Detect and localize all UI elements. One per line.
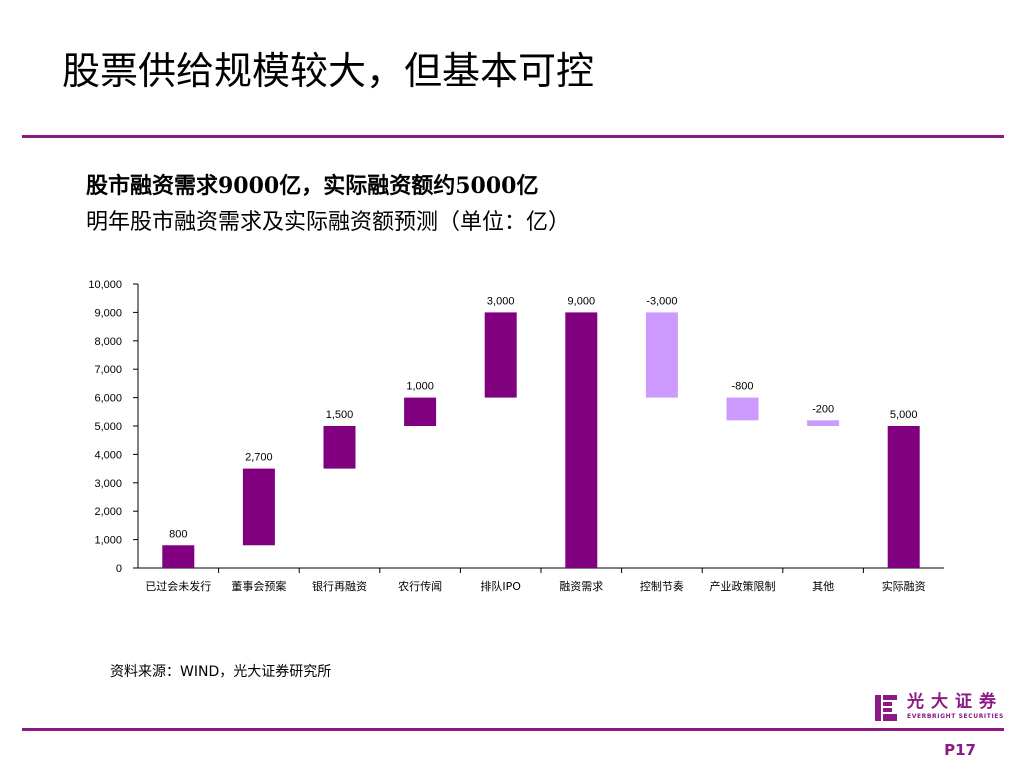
waterfall-bar [242,468,275,546]
logo-name-en: EVERBRIGHT SECURITIES [907,713,1004,720]
bottom-divider [22,728,1004,731]
bar-value-label: 2,700 [245,452,273,464]
category-label: 融资需求 [559,580,603,593]
company-logo: 光大证券 EVERBRIGHT SECURITIES [873,693,1003,723]
category-label: 银行再融资 [312,579,367,593]
slide-title: 股票供给规模较大，但基本可控 [62,49,595,93]
waterfall-bar [565,312,598,568]
y-tick-label: 4,000 [94,449,122,461]
waterfall-bar [323,426,356,469]
logo-name-cn: 光大证券 [907,692,1003,712]
category-label: 排队IPO [480,579,521,593]
source-note: 资料来源：WIND，光大证券研究所 [110,664,332,680]
category-label: 控制节奏 [640,579,684,593]
y-tick-label: 2,000 [94,506,122,518]
y-tick-label: 8,000 [94,336,122,348]
top-divider [22,135,1004,138]
waterfall-bar [887,426,920,568]
y-tick-label: 0 [116,563,122,575]
bar-value-label: 800 [169,528,187,540]
chart-headline: 股市融资需求9000亿，实际融资额约5000亿 [86,173,539,199]
y-tick-label: 3,000 [94,478,122,490]
category-label: 农行传闻 [398,579,442,593]
y-tick-label: 1,000 [94,535,122,547]
waterfall-bar [162,545,195,568]
category-label: 其他 [812,580,834,593]
waterfall-chart: 0 1,000 2,000 3,000 4,000 5,000 6,000 7,000 8,00… [88,279,944,593]
y-tick-label: 5,000 [94,421,122,433]
category-label: 已过会未发行 [145,579,211,593]
bar-value-label: -200 [812,403,834,415]
waterfall-bar [807,420,840,426]
y-tick-label: 9,000 [94,307,122,319]
waterfall-bar [404,397,437,426]
waterfall-bar [645,312,678,398]
chart-subtitle: 明年股市融资需求及实际融资额预测（单位：亿） [86,210,571,235]
category-label: 实际融资 [882,579,926,593]
bar-value-label: -3,000 [646,295,677,307]
waterfall-bar [726,397,759,421]
bar-value-label: 1,000 [406,381,434,393]
bar-value-label: 5,000 [890,409,918,421]
bar-value-label: 9,000 [568,295,596,307]
bar-value-label: -800 [731,381,753,393]
y-tick-label: 10,000 [88,279,122,291]
page-number: P17 [944,741,976,759]
category-label: 董事会预案 [231,579,286,593]
y-tick-label: 6,000 [94,393,122,405]
y-tick-label: 7,000 [94,364,122,376]
bar-value-label: 1,500 [326,409,354,421]
waterfall-bar [484,312,517,398]
category-label: 产业政策限制 [710,579,776,593]
everbright-logo-icon [875,695,897,721]
bar-value-label: 3,000 [487,295,515,307]
